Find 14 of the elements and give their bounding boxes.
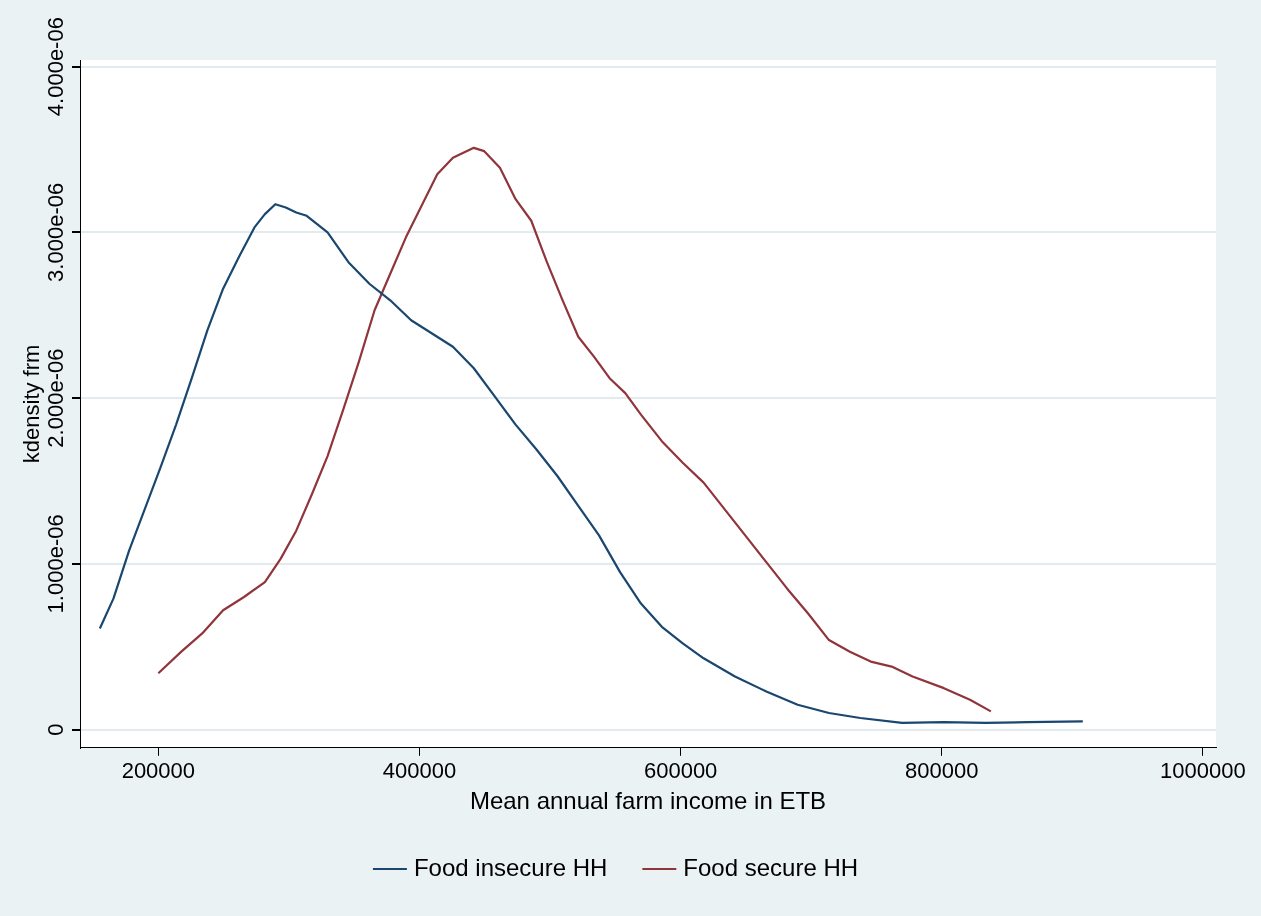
- y-tick-label: 0: [43, 723, 69, 736]
- legend-label: Food insecure HH: [413, 853, 608, 881]
- y-tick-label: 1.000e-06: [43, 514, 69, 614]
- x-tick-label: 1000000: [1160, 758, 1246, 784]
- y-tick-label: 3.000e-06: [43, 182, 69, 282]
- y-tick-label: 4.000e-06: [43, 17, 69, 117]
- x-tick-label: 400000: [382, 758, 457, 784]
- x-tick-label: 600000: [643, 758, 718, 784]
- x-tick-label: 800000: [905, 758, 979, 784]
- x-tick-label: 200000: [121, 758, 196, 784]
- legend-label: Food secure HH: [683, 853, 859, 881]
- y-tick-label: 2.000e-06: [43, 348, 69, 448]
- y-axis-title: kdensity frm: [19, 344, 45, 464]
- x-axis-title: Mean annual farm income in ETB: [469, 787, 827, 815]
